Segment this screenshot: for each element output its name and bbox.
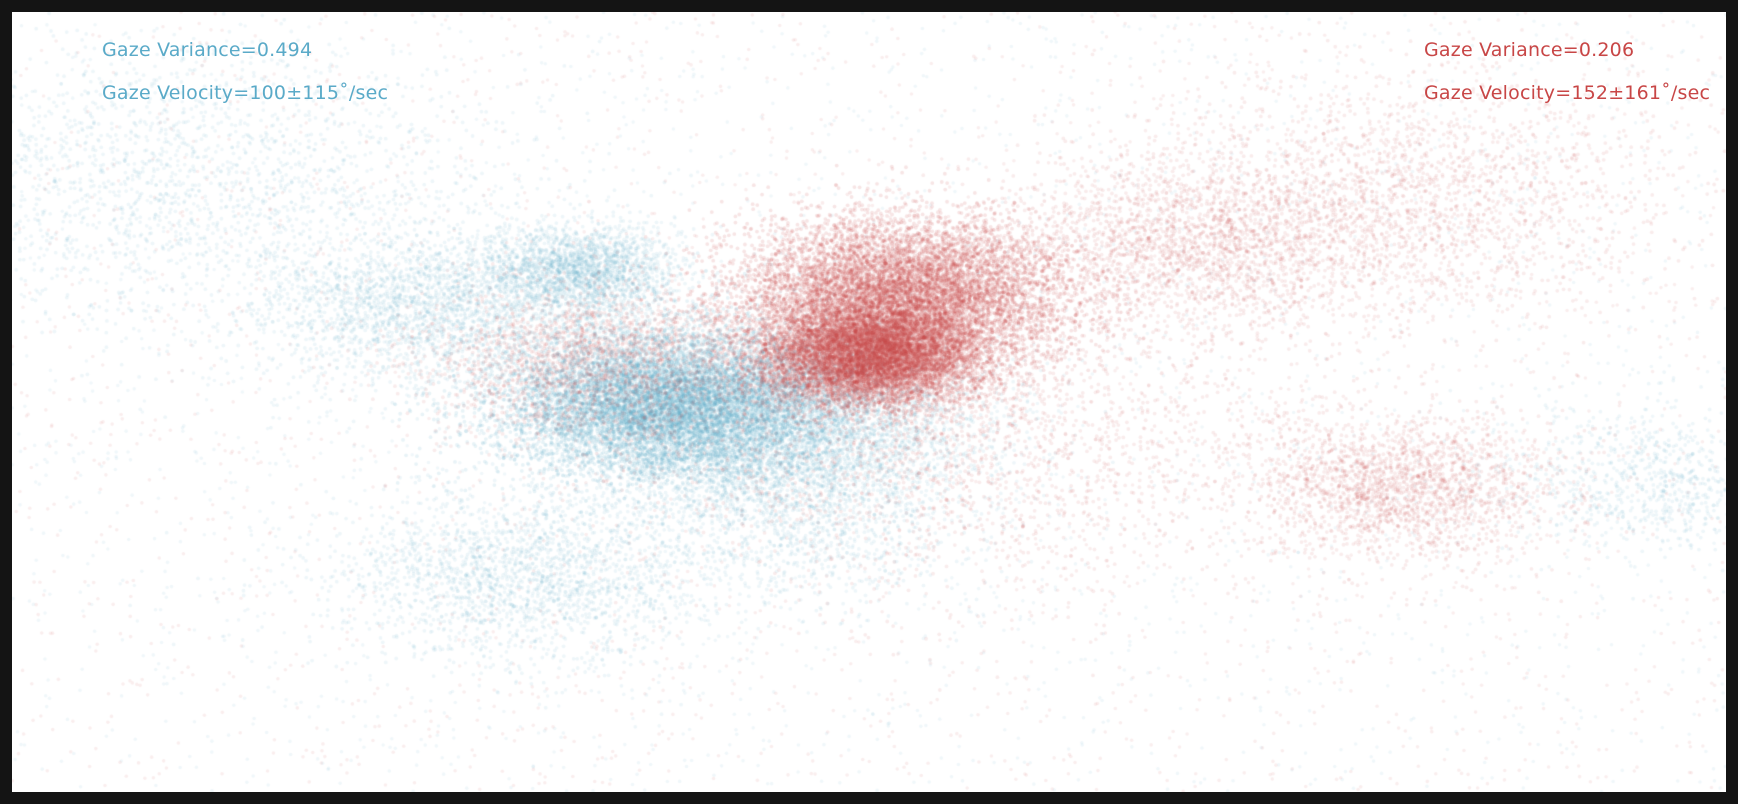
blue-gaze-variance-label: Gaze Variance=0.494 xyxy=(102,39,313,61)
gaze-scatter-plot: Gaze Variance=0.494 Gaze Velocity=100±11… xyxy=(12,12,1726,792)
red-gaze-velocity-label: Gaze Velocity=152±161˚/sec xyxy=(1424,82,1711,104)
red-gaze-variance-label: Gaze Variance=0.206 xyxy=(1424,39,1635,61)
scatter-canvas xyxy=(12,12,1726,792)
blue-gaze-velocity-label: Gaze Velocity=100±115˚/sec xyxy=(102,82,389,104)
